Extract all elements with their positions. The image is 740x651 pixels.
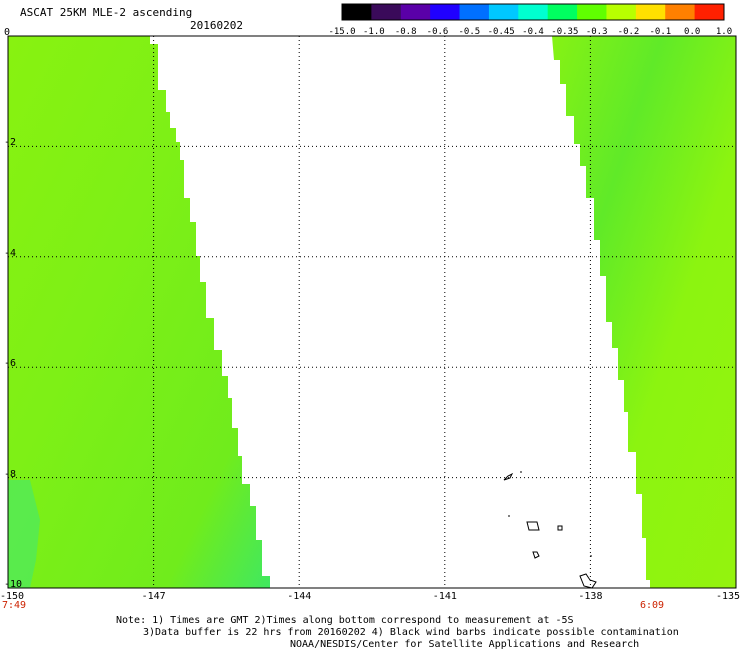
left-time-label: 7:49 bbox=[2, 600, 27, 611]
date-label: 20160202 bbox=[190, 19, 243, 32]
colorbar-segment bbox=[694, 4, 725, 20]
colorbar-segment bbox=[488, 4, 519, 20]
island-outline bbox=[503, 472, 514, 481]
colorbar-segment bbox=[400, 4, 431, 20]
colorbar-segment bbox=[371, 4, 402, 20]
map-grid bbox=[8, 36, 736, 588]
colorbar-segment bbox=[518, 4, 549, 20]
island-outline bbox=[526, 521, 540, 531]
swath-left-patch bbox=[8, 480, 40, 588]
colorbar-segment bbox=[430, 4, 461, 20]
colorbar-segment bbox=[635, 4, 666, 20]
colorbar bbox=[341, 3, 725, 21]
colorbar-segment bbox=[547, 4, 578, 20]
island-outline bbox=[532, 551, 540, 559]
x-tick-label: -144 bbox=[287, 591, 312, 602]
x-tick-label: -141 bbox=[432, 591, 457, 602]
colorbar-segment bbox=[606, 4, 637, 20]
colorbar-label: -0.4 bbox=[522, 27, 544, 37]
x-tick-label: -138 bbox=[578, 591, 603, 602]
colorbar-label: -1.0 bbox=[362, 27, 385, 37]
note-line-3: NOAA/NESDIS/Center for Satellite Applica… bbox=[290, 639, 640, 650]
islands bbox=[503, 471, 597, 589]
note-line-2: 3)Data buffer is 22 hrs from 20160202 4)… bbox=[143, 627, 679, 638]
right-time-label: 6:09 bbox=[640, 600, 665, 611]
y-tick-label: -6 bbox=[4, 358, 17, 370]
map-frame bbox=[7, 35, 737, 589]
y-tick-label: -8 bbox=[4, 468, 17, 480]
colorbar-label: -0.35 bbox=[551, 27, 579, 37]
swath-left bbox=[8, 36, 270, 588]
colorbar-label: -0.1 bbox=[649, 27, 672, 37]
colorbar-label: -15.0 bbox=[328, 27, 356, 37]
y-tick-label: -4 bbox=[4, 247, 17, 259]
y-tick-label: -2 bbox=[4, 137, 17, 149]
y-tick-label: 0 bbox=[4, 27, 11, 38]
swath-right bbox=[552, 36, 736, 588]
x-tick-label: -150 bbox=[0, 591, 25, 602]
colorbar-label: -0.5 bbox=[458, 27, 481, 37]
y-tick-label: -10 bbox=[4, 579, 23, 590]
colorbar-frame bbox=[341, 3, 725, 21]
colorbar-segment bbox=[665, 4, 696, 20]
x-tick-label: -147 bbox=[141, 591, 166, 602]
island-outline bbox=[579, 573, 597, 589]
x-tick-label: -135 bbox=[716, 591, 740, 602]
colorbar-segment bbox=[342, 4, 372, 20]
chart-title: ASCAT 25KM MLE-2 ascending bbox=[20, 6, 193, 19]
colorbar-segment bbox=[577, 4, 607, 20]
colorbar-label: -0.3 bbox=[585, 27, 608, 37]
colorbar-label: 1.0 bbox=[715, 27, 733, 37]
colorbar-label: -0.2 bbox=[617, 27, 640, 37]
colorbar-label: -0.8 bbox=[394, 27, 417, 37]
colorbar-segment bbox=[459, 4, 490, 20]
island-outline bbox=[557, 525, 563, 531]
colorbar-label: -0.45 bbox=[487, 27, 515, 37]
note-line-1: Note: 1) Times are GMT 2)Times along bot… bbox=[116, 615, 574, 626]
colorbar-label: 0.0 bbox=[684, 27, 701, 37]
colorbar-label: -0.6 bbox=[426, 27, 449, 37]
